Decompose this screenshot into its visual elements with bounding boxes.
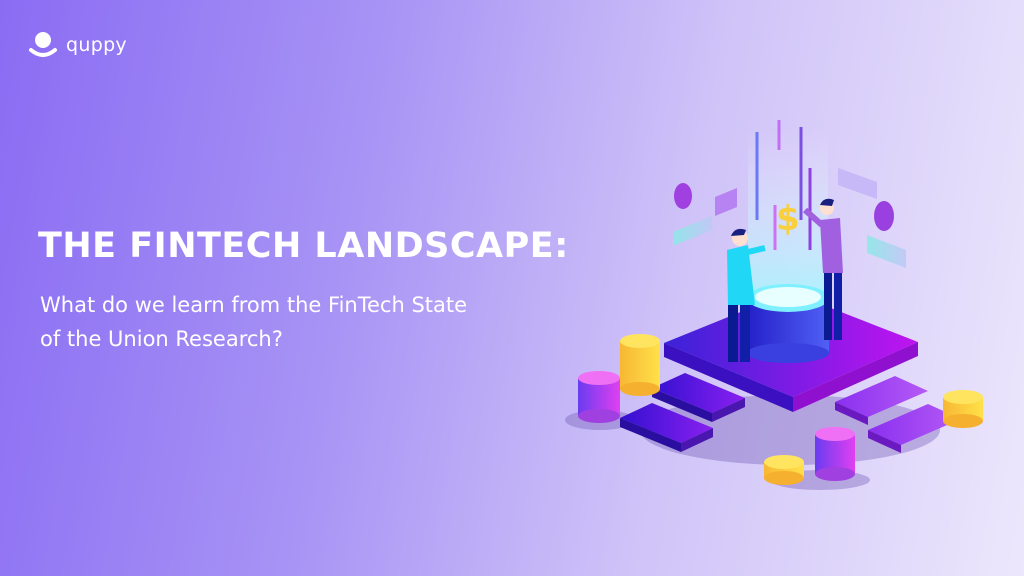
- page-subtitle: What do we learn from the FinTech State …: [40, 288, 580, 356]
- person-right: [803, 198, 843, 340]
- light-beam: [748, 130, 828, 300]
- coin-stack: [943, 390, 983, 428]
- coin-stack: [620, 334, 660, 396]
- platform-slab: [835, 376, 928, 425]
- coin-stack: [764, 455, 804, 485]
- platform-slab: [652, 373, 745, 422]
- glowing-cylinder: [747, 284, 829, 363]
- data-bars: [755, 120, 812, 250]
- platform-slab: [620, 403, 713, 452]
- brand-name: quppy: [66, 34, 127, 56]
- subtitle-line: What do we learn from the FinTech State: [40, 293, 468, 317]
- page-title: THE FINTECH LANDSCAPE:: [38, 226, 569, 266]
- brand-logo[interactable]: quppy: [28, 30, 127, 60]
- dollar-icon: $: [776, 199, 800, 239]
- platform-slab: [868, 404, 961, 453]
- person-left: [727, 228, 766, 362]
- coin-stack: [578, 371, 620, 423]
- floating-charts: [673, 168, 906, 268]
- coin-stack: [815, 427, 855, 481]
- subtitle-line: of the Union Research?: [40, 327, 283, 351]
- person-avatar-icon: [29, 32, 57, 57]
